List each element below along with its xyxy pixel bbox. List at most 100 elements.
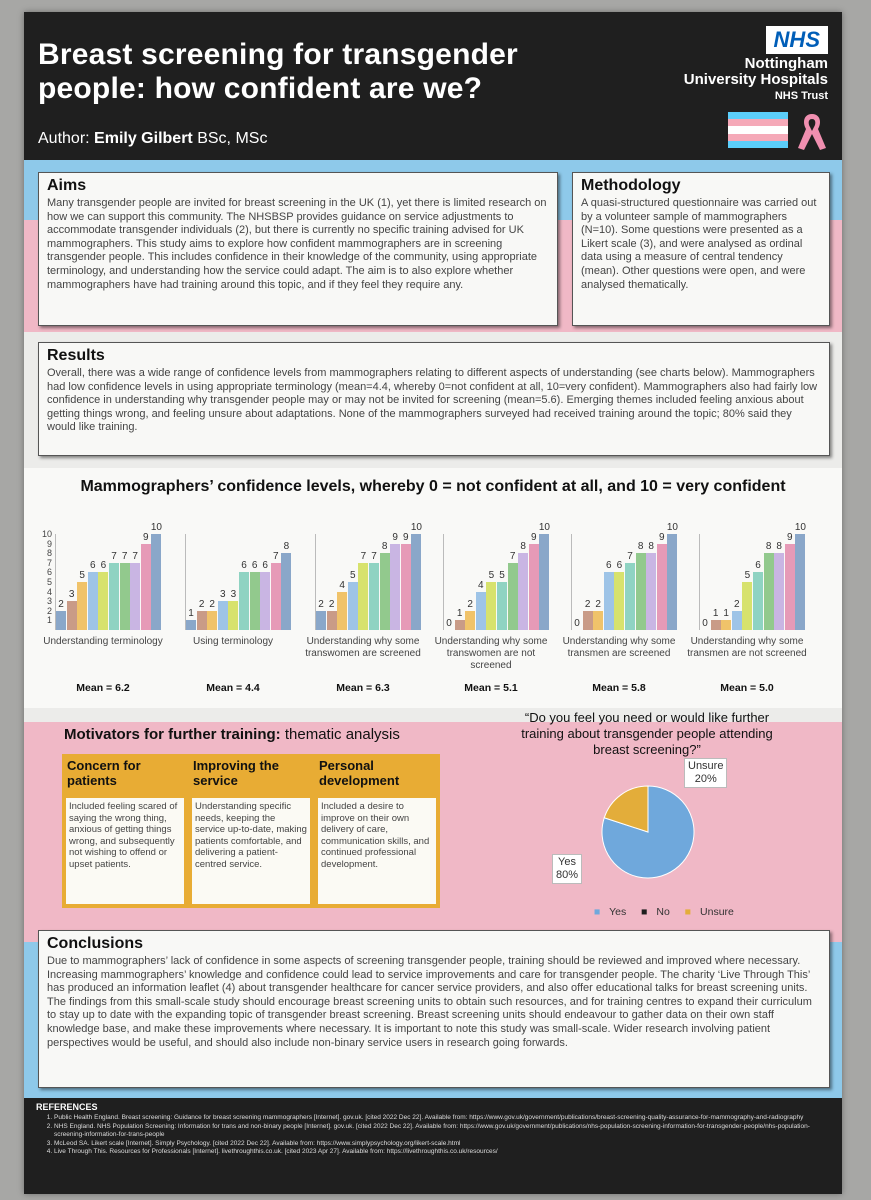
y-axis-line [55, 534, 56, 630]
bar-value-label: 7 [121, 550, 128, 562]
bar [249, 572, 260, 630]
bar-value-label: 10 [150, 522, 162, 533]
aims-panel: Aims Many transgender people are invited… [38, 172, 558, 326]
bar-value-label: 2 [318, 598, 324, 610]
poster: Breast screening for transgender people:… [24, 12, 842, 1194]
bar [379, 553, 390, 630]
bar-value-label: 0 [574, 618, 580, 629]
reference-item: Public Health England. Breast screening:… [54, 1114, 834, 1123]
bar [239, 572, 249, 630]
author-name: Emily Gilbert [94, 130, 193, 147]
bar-value-label: 5 [350, 570, 356, 581]
conclusions-heading: Conclusions [47, 935, 144, 952]
bar-chart-2: 1 2 2 3 3 6 6 6 7 8 Using terminology Mean = 4.4 [170, 482, 296, 694]
mean-label: Mean = 6.2 [76, 682, 130, 694]
bar [130, 562, 141, 630]
conclusions-panel: Conclusions Due to mammographers’ lack o… [38, 930, 830, 1088]
bar-value-label: 2 [209, 598, 215, 610]
bar [625, 562, 635, 630]
pie-label-unsure-pct: 20% [694, 773, 717, 785]
bar-value-label: 6 [90, 560, 96, 572]
bar-value-label: 6 [100, 560, 107, 572]
bar [196, 610, 207, 630]
y-tick-label: 6 [46, 567, 52, 578]
bar-value-label: 4 [478, 579, 484, 591]
bar-value-label: 5 [488, 570, 495, 581]
category-label: Understanding why some transmen are scre… [562, 636, 676, 659]
bar [784, 543, 795, 630]
bar [721, 620, 732, 630]
bar [763, 553, 774, 630]
author-qualifications: BSc, MSc [197, 130, 268, 147]
bar-value-label: 6 [262, 560, 268, 572]
author-line: Author: Emily Gilbert BSc, MSc [38, 130, 267, 148]
bar-chart-3: 2 2 4 5 7 7 8 9 9 10 Understanding why some transw… [300, 482, 426, 694]
bar [66, 601, 77, 630]
pie-label-unsure: Unsure 20% [684, 758, 728, 788]
bar-value-label: 7 [360, 550, 367, 562]
bar-value-label: 8 [381, 541, 388, 553]
plot-area [572, 534, 678, 630]
bar [337, 591, 348, 630]
bar-value-label: 2 [328, 598, 335, 610]
bar-value-label: 6 [251, 560, 258, 572]
y-axis-line [315, 534, 316, 630]
bar-chart-4: 0 1 2 4 5 5 7 8 9 10 Understanding why some transw… [428, 482, 554, 694]
bar-value-label: 9 [531, 531, 537, 543]
title-line-2: people: how confident are we? [38, 72, 483, 105]
bar [109, 562, 119, 630]
org-line-2: University Hospitals [683, 71, 828, 88]
nhs-logo: NHS [765, 26, 828, 54]
bar [528, 543, 539, 630]
bar [486, 582, 497, 630]
plot-area [56, 534, 162, 630]
mean-label: Mean = 4.4 [206, 682, 260, 694]
motivators-title-bold: Motivators for further training: [64, 726, 281, 743]
transgender-flag-icon [728, 112, 788, 149]
methodology-panel: Methodology A quasi-structured questionn… [572, 172, 830, 326]
poster-title: Breast screening for transgender people:… [38, 38, 518, 106]
bar-value-label: 7 [111, 550, 117, 562]
bar-value-label: 7 [371, 550, 377, 562]
mean-label: Mean = 5.1 [464, 682, 518, 694]
bar-value-label: 6 [606, 560, 612, 572]
category-label: Using terminology [192, 636, 274, 647]
bar-value-label: 2 [595, 598, 601, 610]
y-axis-line [571, 534, 572, 630]
y-tick-label: 8 [46, 548, 52, 559]
bar-value-label: 10 [538, 522, 550, 533]
aims-heading: Aims [47, 177, 87, 194]
charts-title: Mammographers’ confidence levels, whereb… [80, 478, 786, 495]
bar-value-label: 9 [143, 531, 149, 543]
y-tick-label: 7 [46, 557, 52, 568]
motivator-text: Understanding specific needs, keeping th… [192, 798, 310, 904]
bar-value-label: 5 [744, 570, 751, 581]
y-axis-line [185, 534, 186, 630]
bar [774, 553, 785, 630]
y-tick-label: 9 [46, 538, 52, 549]
motivator-text: Included feeling scared of saying the wr… [66, 798, 184, 904]
pink-ribbon-icon [798, 114, 826, 150]
category-label: Understanding why some transmen are not … [687, 636, 807, 659]
bar-value-label: 7 [273, 550, 279, 562]
motivator-heading: Personal development [319, 758, 400, 788]
mean-label: Mean = 6.3 [336, 682, 390, 694]
plot-area [700, 534, 806, 630]
bar [667, 534, 678, 630]
org-line-3: NHS Trust [774, 90, 828, 102]
bar [646, 553, 657, 630]
bar-chart-1: 1 2 3 4 5 6 7 8 9 10 2 3 5 6 6 7 7 7 9 10 Understanding term… [40, 482, 166, 694]
bar-value-label: 4 [339, 579, 345, 591]
bar-value-label: 10 [410, 522, 422, 533]
bar-value-label: 7 [132, 550, 138, 562]
y-axis-line [699, 534, 700, 630]
bar [151, 534, 162, 630]
bar-value-label: 9 [659, 531, 665, 543]
bar [281, 553, 292, 630]
bar [140, 543, 151, 630]
category-label: Understanding why some transwomen are no… [434, 636, 548, 671]
bar [119, 562, 130, 630]
plot-area [444, 534, 550, 630]
bar [731, 610, 742, 630]
y-tick-label: 1 [46, 615, 52, 626]
